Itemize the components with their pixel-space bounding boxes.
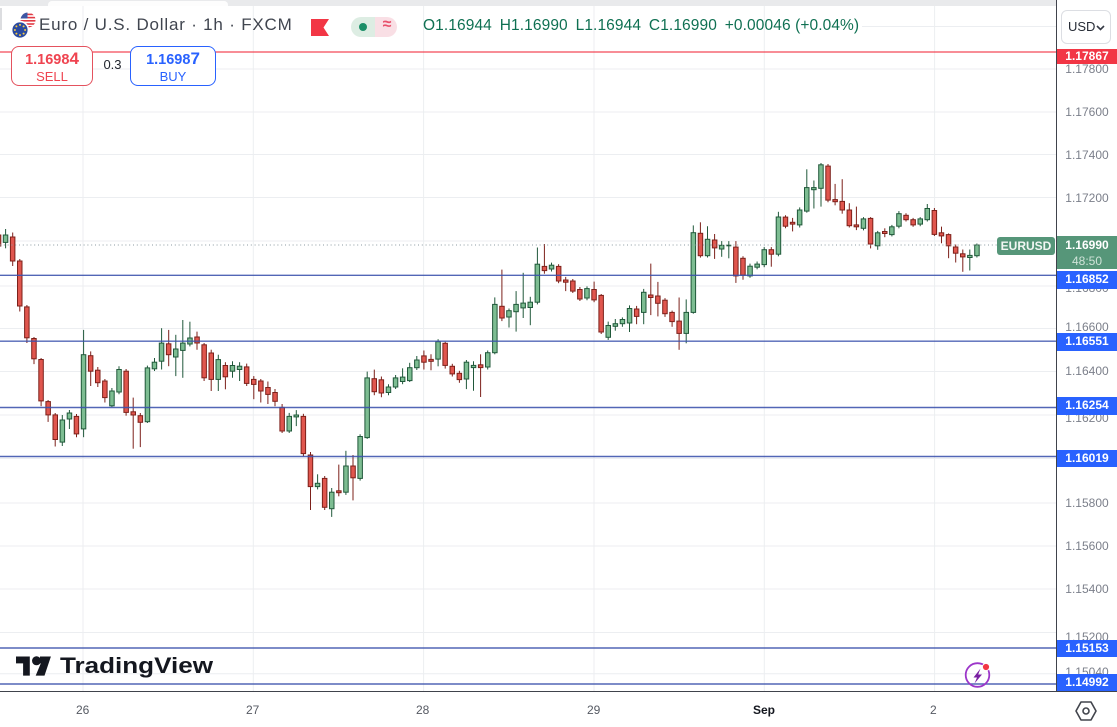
svg-text:TradingView: TradingView — [60, 654, 214, 678]
